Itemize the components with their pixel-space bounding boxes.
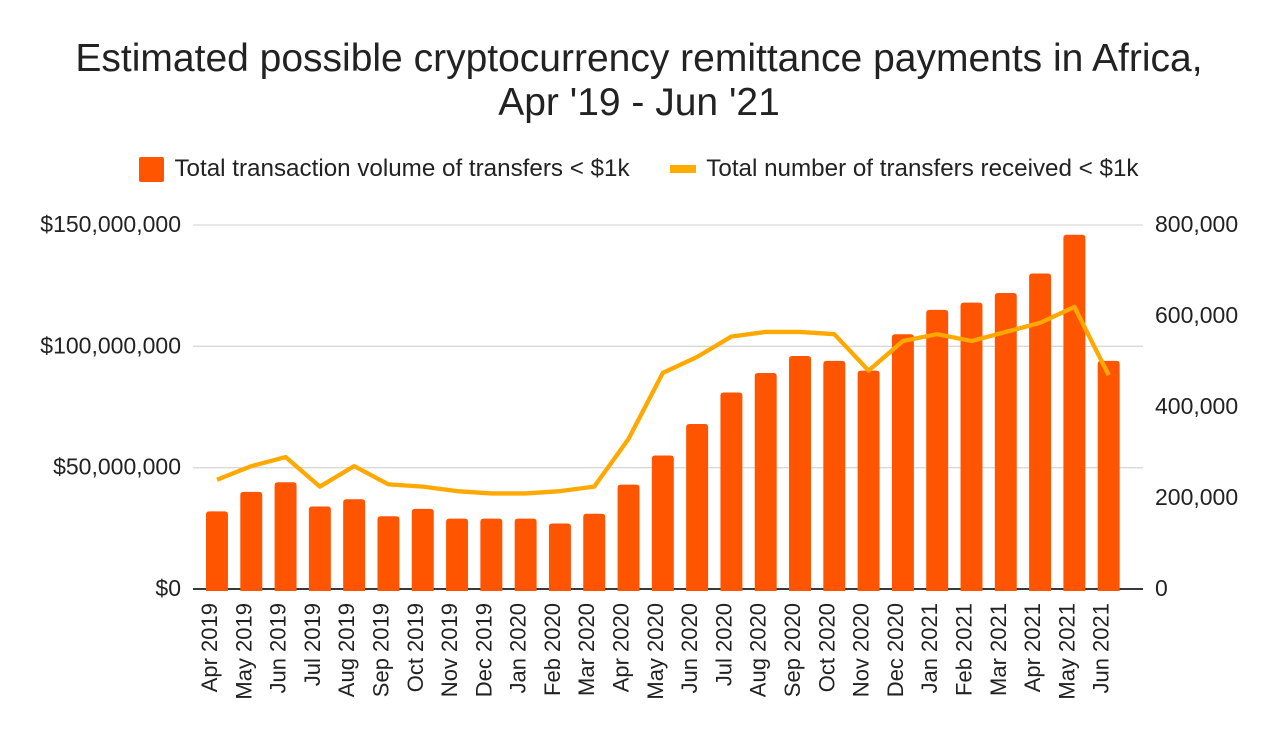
svg-text:200,000: 200,000: [1155, 484, 1238, 510]
svg-text:Aug 2020: Aug 2020: [746, 603, 771, 697]
svg-text:$0: $0: [155, 575, 181, 601]
svg-text:$150,000,000: $150,000,000: [40, 211, 181, 237]
svg-text:Jan 2021: Jan 2021: [917, 603, 942, 694]
svg-text:600,000: 600,000: [1155, 302, 1238, 328]
svg-text:Mar 2021: Mar 2021: [986, 603, 1011, 696]
svg-text:Sep 2020: Sep 2020: [780, 603, 805, 697]
svg-text:$50,000,000: $50,000,000: [53, 454, 181, 480]
svg-text:$100,000,000: $100,000,000: [40, 332, 181, 358]
svg-text:Jan 2020: Jan 2020: [506, 603, 531, 694]
svg-text:Nov 2019: Nov 2019: [437, 603, 462, 697]
svg-text:May 2020: May 2020: [643, 603, 668, 700]
svg-text:Jun 2020: Jun 2020: [677, 603, 702, 694]
svg-text:0: 0: [1155, 575, 1168, 601]
svg-text:Mar 2020: Mar 2020: [574, 603, 599, 696]
svg-text:Feb 2020: Feb 2020: [540, 603, 565, 696]
svg-text:Dec 2019: Dec 2019: [471, 603, 496, 697]
svg-text:Dec 2020: Dec 2020: [883, 603, 908, 697]
svg-text:Feb 2021: Feb 2021: [951, 603, 976, 696]
svg-text:Jun 2021: Jun 2021: [1089, 603, 1114, 694]
svg-text:Apr 2021: Apr 2021: [1020, 603, 1045, 692]
svg-text:Oct 2019: Oct 2019: [403, 603, 428, 692]
svg-text:Jul 2019: Jul 2019: [300, 603, 325, 686]
svg-text:Nov 2020: Nov 2020: [849, 603, 874, 697]
svg-text:May 2021: May 2021: [1054, 603, 1079, 700]
svg-text:Oct 2020: Oct 2020: [814, 603, 839, 692]
svg-text:Jun 2019: Jun 2019: [266, 603, 291, 694]
svg-text:Sep 2019: Sep 2019: [368, 603, 393, 697]
svg-text:Apr 2019: Apr 2019: [197, 603, 222, 692]
svg-text:Apr 2020: Apr 2020: [609, 603, 634, 692]
svg-text:Aug 2019: Aug 2019: [334, 603, 359, 697]
svg-text:May 2019: May 2019: [231, 603, 256, 700]
svg-text:Jul 2020: Jul 2020: [711, 603, 736, 686]
svg-text:800,000: 800,000: [1155, 211, 1238, 237]
svg-text:400,000: 400,000: [1155, 393, 1238, 419]
